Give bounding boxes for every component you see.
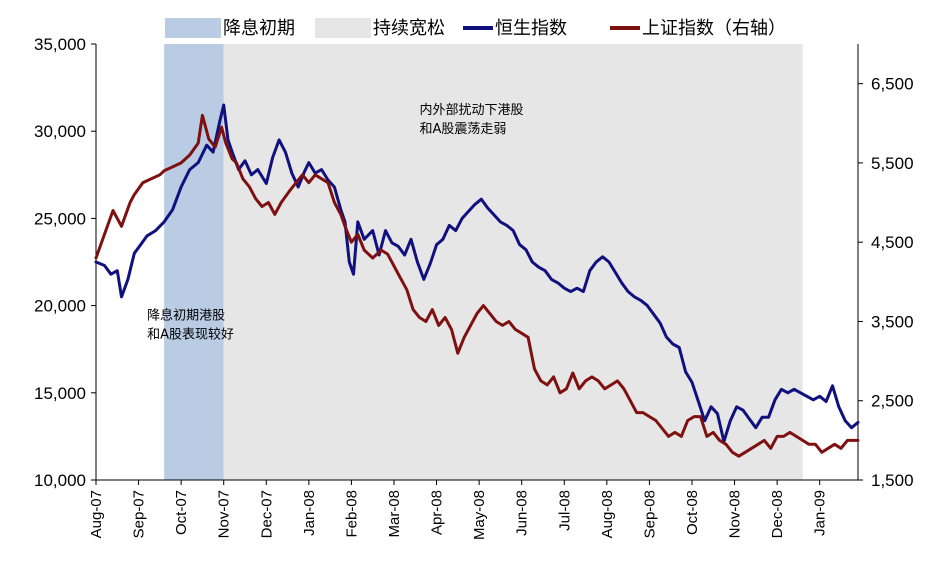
- x-tick-label: Sep-07: [131, 490, 148, 538]
- annotation-1: 降息初期港股和A股表现较好: [147, 308, 234, 343]
- right-tick-label: 2,500: [871, 392, 914, 411]
- legend-label: 降息初期: [223, 18, 295, 39]
- x-tick-label: Aug-08: [599, 490, 616, 538]
- right-tick-label: 4,500: [871, 233, 914, 252]
- x-tick-label: May-08: [471, 490, 488, 540]
- x-tick-label: Jul-08: [556, 490, 573, 531]
- x-tick-label: Jun-08: [514, 490, 531, 536]
- left-tick-label: 20,000: [34, 297, 86, 316]
- legend-label: 恒生指数: [495, 18, 567, 39]
- series-line-hsi: [94, 103, 860, 444]
- x-tick-label: Jan-09: [812, 490, 829, 536]
- legend-swatch: [315, 18, 371, 38]
- left-tick-label: 15,000: [34, 384, 86, 403]
- x-tick-label: Sep-08: [641, 490, 658, 538]
- x-tick-label: Mar-08: [386, 490, 403, 538]
- x-tick-label: Apr-08: [429, 490, 446, 535]
- annotation-2: 内外部扰动下港股和A股震荡走弱: [420, 102, 524, 137]
- x-tick-label: Dec-07: [258, 490, 275, 538]
- left-tick-label: 10,000: [34, 471, 86, 490]
- legend-label: 上证指数（右轴）: [642, 18, 786, 39]
- x-tick-label: Nov-08: [727, 490, 744, 538]
- right-tick-label: 6,500: [871, 75, 914, 94]
- x-tick-label: Jan-08: [301, 490, 318, 536]
- annotation-line: 和A股表现较好: [147, 328, 234, 343]
- left-tick-label: 30,000: [34, 122, 86, 141]
- x-tick-label: Oct-08: [684, 490, 701, 535]
- series-line-sse: [94, 113, 860, 458]
- x-tick-label: Nov-07: [216, 490, 233, 538]
- x-tick-label: Feb-08: [343, 490, 360, 538]
- x-tick-label: Aug-07: [88, 490, 105, 538]
- right-tick-label: 3,500: [871, 312, 914, 331]
- x-tick-label: Oct-07: [173, 490, 190, 535]
- shaded-region-initial-cut: [164, 44, 224, 480]
- right-tick-label: 1,500: [871, 471, 914, 490]
- annotation-line: 降息初期港股: [147, 308, 225, 324]
- annotation-line: 内外部扰动下港股: [420, 102, 524, 118]
- right-tick-label: 5,500: [871, 154, 914, 173]
- legend-swatch: [165, 18, 221, 38]
- legend-label: 持续宽松: [373, 18, 445, 39]
- x-tick-label: Dec-08: [769, 490, 786, 538]
- left-tick-label: 35,000: [34, 35, 86, 54]
- annotation-line: 和A股震荡走弱: [420, 122, 507, 137]
- shaded-region-sustained-easing: [223, 44, 803, 480]
- left-tick-label: 25,000: [34, 209, 86, 228]
